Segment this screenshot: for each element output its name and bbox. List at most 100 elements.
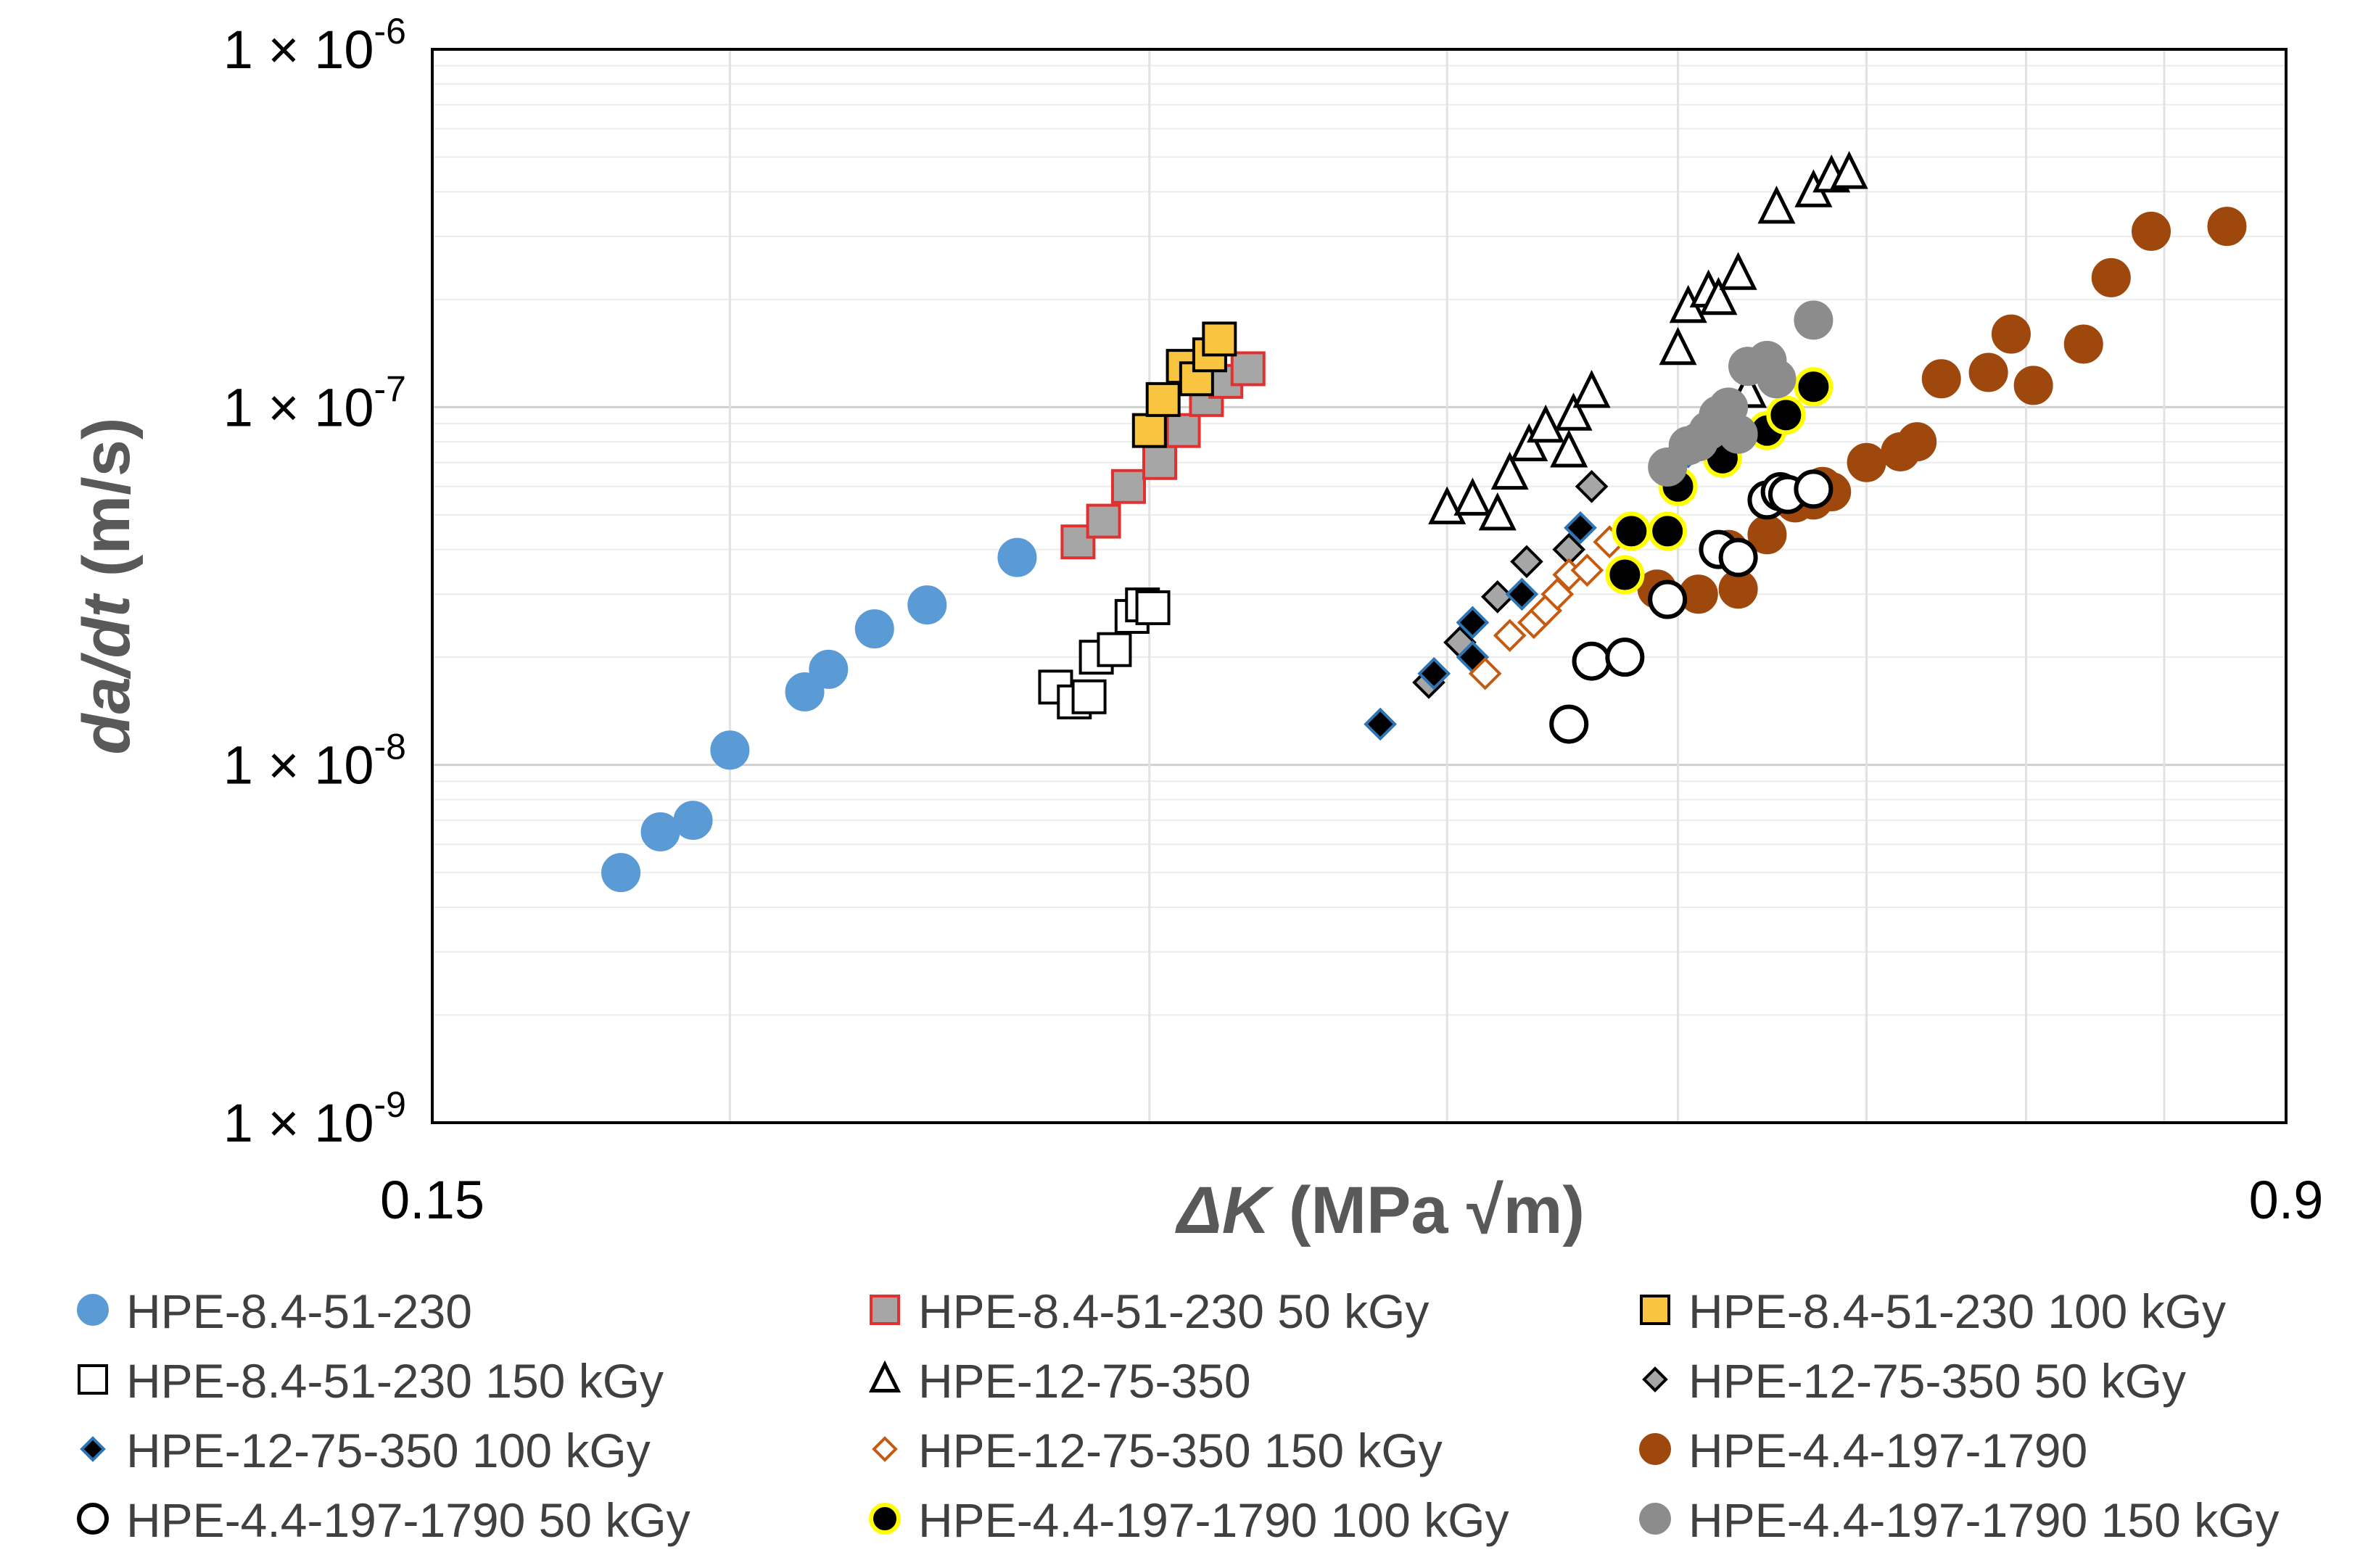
data-point [1719,252,1757,290]
legend-marker [1642,1366,1668,1392]
legend-item: HPE-4.4-197-1790 100 kGy [869,1493,1509,1547]
data-points [601,151,2247,893]
data-point [1110,469,1146,504]
data-point [1991,314,2031,354]
legend-marker [77,1294,109,1326]
data-point [2132,211,2171,251]
legend-marker [1639,1503,1671,1535]
data-point [1527,404,1565,443]
y-tick-label: 1 × 10-7 [223,368,406,437]
legend-marker [869,1503,901,1535]
data-point [1510,545,1543,579]
x-axis-title-units: (MPa √m) [1270,1173,1585,1247]
data-point [997,537,1037,577]
data-point [673,801,713,841]
data-point [640,812,680,851]
data-point [1478,492,1517,531]
data-point [1757,185,1796,224]
data-point [1794,300,1833,340]
data-point [2091,257,2131,297]
data-point [1142,445,1177,480]
legend-label: HPE-8.4-51-230 150 kGy [126,1354,664,1408]
data-point [1605,637,1645,677]
data-point [1453,477,1492,516]
data-point [1505,577,1539,611]
data-point [1480,580,1514,614]
data-point [1570,553,1604,587]
legend-item: HPE-12-75-350 50 kGy [1642,1354,2186,1408]
y-tick-label-base: 1 × 10 [223,377,374,437]
data-point [1718,414,1758,454]
data-point [1659,326,1697,366]
data-point [1166,413,1201,448]
data-point [1060,524,1096,560]
series-3 [1131,321,1237,448]
y-tick-label-exponent: -6 [374,11,406,51]
legend-item: HPE-12-75-350 100 kGy [80,1424,651,1477]
data-point [1550,429,1588,468]
data-point [1747,515,1787,555]
series-4 [1038,587,1171,719]
legend-label: HPE-4.4-197-1790 [1688,1424,2087,1477]
legend-item: HPE-12-75-350 150 kGy [872,1424,1443,1477]
legend: HPE-8.4-51-230 HPE-8.4-51-230 50 kGy HPE-8… [77,1284,2279,1547]
series-12 [1648,300,1833,487]
data-point [1097,632,1132,667]
data-point [1549,704,1589,744]
legend-label: HPE-8.4-51-230 100 kGy [1688,1284,2226,1338]
data-point [1145,381,1181,417]
y-tick-label-base: 1 × 10 [223,735,374,796]
data-point [1564,511,1597,545]
data-point [1493,619,1527,653]
legend-item: HPE-8.4-51-230 [77,1284,472,1338]
data-point [1135,590,1171,625]
legend-marker [868,1360,902,1393]
data-point [1968,352,2008,392]
legend-marker [78,1364,108,1395]
data-point [601,853,641,893]
data-point [2207,207,2247,247]
y-tick-label-exponent: -7 [374,368,406,409]
data-point [1766,395,1806,435]
y-axis-title-units: (m/s) [70,417,144,595]
data-point [1572,369,1611,408]
data-point [1364,707,1397,741]
legend-item: HPE-8.4-51-230 100 kGy [1640,1284,2226,1338]
data-point [1230,351,1266,387]
y-tick-label-exponent: -9 [374,1084,406,1125]
legend-item: HPE-8.4-51-230 50 kGy [870,1284,1429,1338]
data-point [1554,392,1593,431]
y-tick-label-base: 1 × 10 [223,20,374,80]
y-tick-label-exponent: -8 [374,727,406,767]
data-point [1718,537,1758,577]
data-point [1699,276,1738,315]
data-point [1572,641,1612,681]
data-point [1131,413,1167,448]
data-point [785,672,825,711]
legend-marker [1640,1295,1670,1325]
x-axis-title-symbol: ΔK [1175,1173,1275,1247]
y-axis-tick-labels: 1 × 10-91 × 10-81 × 10-71 × 10-6 [223,11,406,1153]
legend-label: HPE-12-75-350 100 kGy [126,1424,651,1477]
data-point [1830,151,1868,189]
legend-marker [77,1503,109,1535]
data-point [1612,511,1651,551]
series-5 [1428,151,1868,531]
plot-area-frame [431,48,2288,1124]
data-point [1456,606,1490,640]
data-point [1086,503,1121,539]
y-tick-label: 1 × 10-9 [223,1084,406,1153]
data-point [1648,511,1688,551]
legend-label: HPE-8.4-51-230 50 kGy [918,1284,1429,1338]
x-axis-tick-labels: 0.15 0.9 [380,1170,2323,1230]
legend-marker [870,1295,900,1325]
y-axis-title-quantity: da/dt [70,593,144,754]
data-point [2013,366,2053,405]
data-point [1794,367,1833,407]
legend-label: HPE-12-75-350 50 kGy [1688,1354,2186,1408]
legend-marker [1639,1433,1671,1465]
legend-item: HPE-4.4-197-1790 50 kGy [77,1493,690,1547]
legend-label: HPE-8.4-51-230 [126,1284,472,1338]
